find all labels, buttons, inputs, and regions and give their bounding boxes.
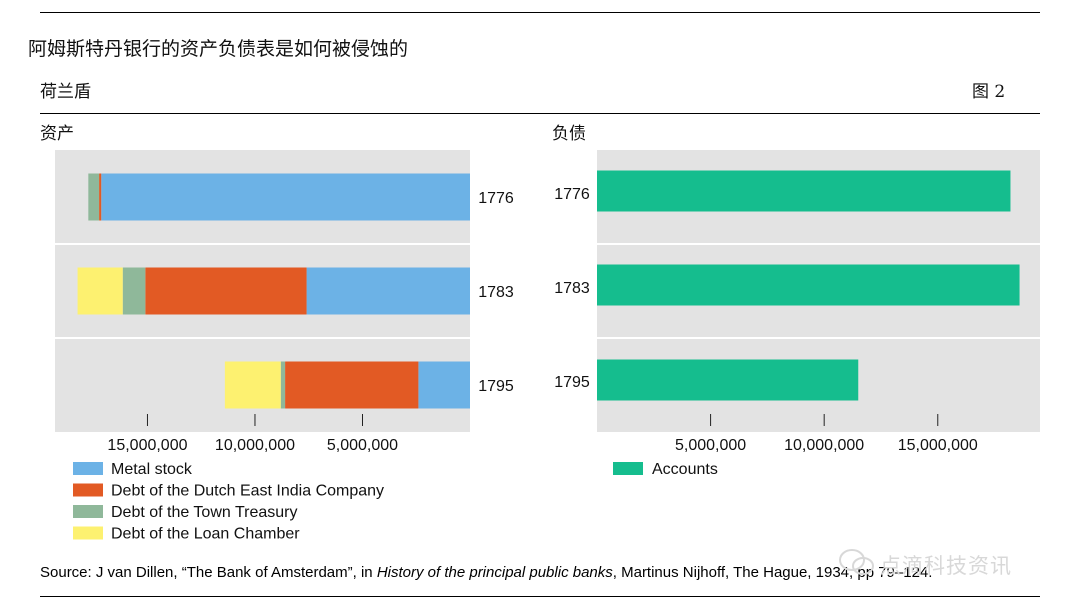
assets-bar-1776-debt-of-the-town-treasury: [88, 173, 100, 221]
assets-panel-title: 资产: [40, 124, 74, 143]
legend-label-metal-stock: Metal stock: [111, 461, 193, 478]
assets-axis-tick-label: 10,000,000: [215, 437, 295, 454]
assets-axis-tick-label: 5,000,000: [327, 437, 398, 454]
legend-label-debt-of-the-town-treasury: Debt of the Town Treasury: [111, 504, 297, 521]
assets-bar-1795-metal-stock: [418, 361, 470, 409]
assets-bar-1795-debt-of-the-dutch-east-india-company: [285, 361, 419, 409]
legend-swatch-accounts: [613, 462, 643, 475]
legend-swatch-debt-of-the-dutch-east-india-company: [73, 483, 103, 497]
header-rule: [40, 113, 1040, 114]
liabilities-bar-1776-accounts: [597, 170, 1011, 212]
assets-bar-1795-debt-of-the-town-treasury: [280, 361, 286, 409]
liabilities-bar-1795-accounts: [597, 359, 859, 401]
watermark-text: 点滴科技资讯: [880, 554, 1012, 578]
assets-bar-1795-debt-of-the-loan-chamber: [224, 361, 281, 409]
unit-label: 荷兰盾: [40, 82, 91, 102]
source-book-title: History of the principal public banks: [376, 564, 613, 581]
legend-swatch-debt-of-the-town-treasury: [73, 505, 103, 518]
liabilities-bar-1783-accounts: [597, 264, 1020, 306]
assets-axis-tick-label: 15,000,000: [107, 437, 187, 454]
liabilities-year-label-1795: 1795: [554, 374, 590, 391]
watermark: 点滴科技资讯: [838, 545, 1058, 585]
legend-label-debt-of-the-dutch-east-india-company: Debt of the Dutch East India Company: [111, 483, 384, 500]
figure-number: 图 2: [972, 82, 1006, 102]
assets-bar-1783-debt-of-the-loan-chamber: [77, 267, 123, 315]
legend-label-accounts: Accounts: [652, 461, 718, 478]
top-rule: [40, 12, 1040, 13]
liabilities-axis-tick-label: 15,000,000: [898, 437, 978, 454]
liabilities-axis-tick-label: 5,000,000: [675, 437, 746, 454]
chart-area: 1776 1783 1795 15,000,000 10,000,000 5,000,00…: [40, 124, 1040, 543]
assets-year-label-1795: 1795: [478, 378, 514, 395]
assets-bar-1783-debt-of-the-dutch-east-india-company: [145, 267, 307, 315]
source-prefix: Source: J van Dillen, “The Bank of Amste…: [40, 564, 377, 581]
assets-year-label-1783: 1783: [478, 284, 514, 301]
legend-swatch-metal-stock: [73, 462, 103, 475]
bottom-rule: [40, 596, 1040, 597]
assets-bar-1776-debt-of-the-dutch-east-india-company: [99, 173, 102, 221]
liabilities-panel-title: 负债: [552, 124, 586, 143]
liabilities-year-label-1776: 1776: [554, 186, 590, 203]
assets-year-label-1776: 1776: [478, 190, 514, 207]
liabilities-axis-tick-label: 10,000,000: [784, 437, 864, 454]
assets-bar-1776-metal-stock: [101, 173, 471, 221]
legend-swatch-debt-of-the-loan-chamber: [73, 526, 103, 540]
assets-bar-1783-debt-of-the-town-treasury: [122, 267, 146, 315]
source-note: Source: J van Dillen, “The Bank of Amste…: [40, 564, 932, 581]
legend-label-debt-of-the-loan-chamber: Debt of the Loan Chamber: [111, 526, 300, 543]
assets-bar-1783-metal-stock: [306, 267, 470, 315]
liabilities-year-label-1783: 1783: [554, 280, 590, 297]
figure-title: 阿姆斯特丹银行的资产负债表是如何被侵蚀的: [28, 38, 409, 60]
wechat-icon: [839, 549, 874, 575]
